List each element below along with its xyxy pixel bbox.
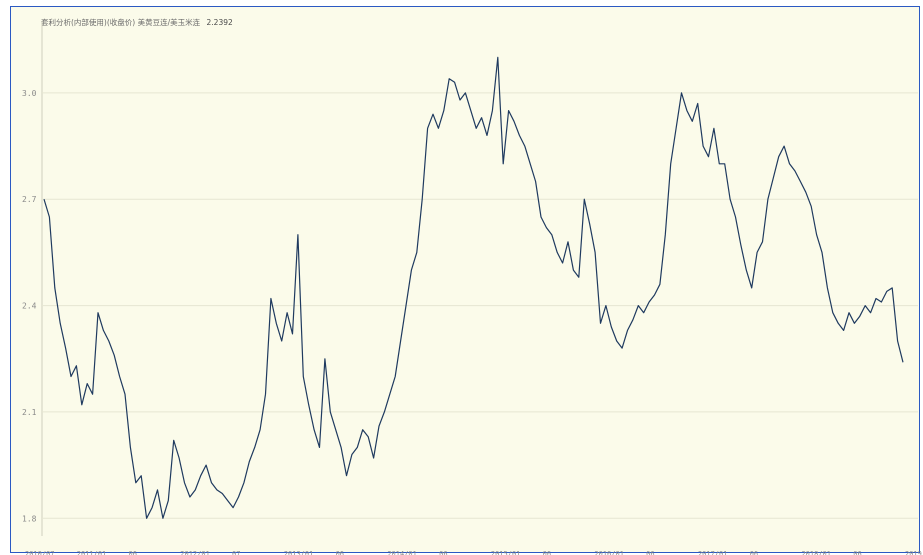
x-tick-label: 2016/01 [594, 550, 624, 555]
x-tick-label: 07 [232, 550, 240, 555]
y-tick-label: 1.8 [22, 514, 37, 523]
x-tick-label: 2010/07 [25, 550, 55, 555]
y-tick-label: 2.7 [22, 195, 37, 204]
x-tick-label: 2019/01 [905, 550, 923, 555]
chart-title: 套利分析(内部使用)(收盘价) 美黄豆连/美玉米连 2.2392 [41, 17, 233, 28]
x-tick-label: 06 [646, 550, 654, 555]
x-tick-label: 06 [336, 550, 344, 555]
x-tick-label: 06 [543, 550, 551, 555]
x-tick-label: 06 [129, 550, 137, 555]
x-tick-label: 2015/01 [491, 550, 521, 555]
x-tick-label: 2013/01 [284, 550, 314, 555]
x-tick-label: 2012/01 [180, 550, 210, 555]
chart-title-text: 套利分析(内部使用)(收盘价) 美黄豆连/美玉米连 [41, 18, 201, 27]
y-tick-label: 3.0 [22, 89, 37, 98]
x-tick-label: 2014/01 [387, 550, 417, 555]
x-tick-label: 06 [853, 550, 861, 555]
chart-frame: 套利分析(内部使用)(收盘价) 美黄豆连/美玉米连 2.2392 [10, 6, 920, 553]
series-line [43, 56, 904, 519]
x-tick-label: 06 [439, 550, 447, 555]
last-value: 2.2392 [206, 18, 233, 27]
x-tick-label: 06 [750, 550, 758, 555]
x-tick-label: 2011/01 [77, 550, 107, 555]
y-tick-label: 2.1 [22, 408, 37, 417]
x-tick-label: 2017/01 [698, 550, 728, 555]
x-tick-label: 2018/01 [801, 550, 831, 555]
y-tick-label: 2.4 [22, 302, 37, 311]
